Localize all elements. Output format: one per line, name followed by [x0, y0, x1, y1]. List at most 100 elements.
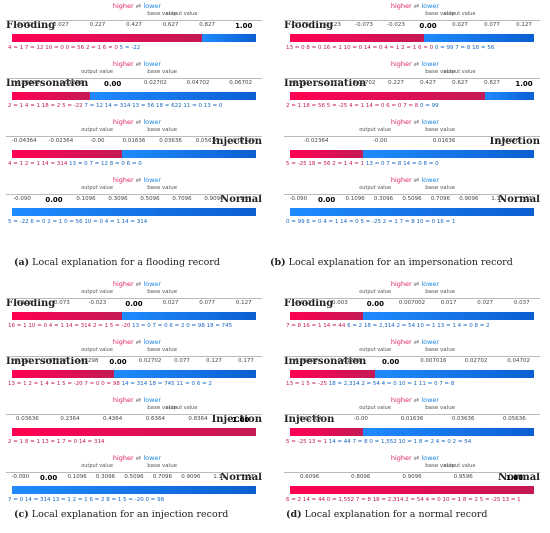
feature-label-positive: 4 = 1 — [349, 103, 366, 109]
panel-1: Flooding higher ⇄ lower base value output v… — [280, 0, 548, 255]
axis-tick-label: -0.373 — [291, 80, 309, 86]
swap-arrows-icon: ⇄ — [413, 176, 422, 184]
positive-contribution-bar — [12, 312, 122, 320]
feature-label-positive: 2 = 1 — [401, 45, 419, 51]
feature-label-negative: 8 = 2 — [418, 439, 436, 445]
feature-label-positive: 4 = 1 — [384, 45, 402, 51]
output-value-label: output value — [81, 127, 113, 133]
class-name: Impersonation — [6, 78, 89, 89]
feature-label-negative: 5 = -25 — [360, 219, 383, 225]
axis-tick-label: -0.173 — [15, 22, 34, 28]
axis-tick-label: 1.11 — [239, 196, 253, 202]
shap-force-plot: Normal higher ⇄ lower base value output val… — [2, 454, 266, 516]
axis-tick-label: 0.00 — [40, 474, 58, 482]
axis-tick-label: -0.003 — [329, 300, 348, 306]
base-value-label: base value — [147, 289, 178, 295]
caption-letter: (b) — [270, 257, 286, 268]
axis-tick-label: -0.023 — [88, 300, 107, 306]
feature-label-negative: 14 = 314 — [121, 219, 148, 225]
force-bar — [290, 150, 534, 158]
caption-letter: (c) — [14, 509, 29, 520]
output-value-label: output value — [359, 405, 391, 411]
feature-labels: 4 = 1 7 = 12 10 = 0 0 = 56 2 = 1 6 = 0 5… — [8, 45, 260, 51]
axis-tick-label: -0.073 — [51, 300, 70, 306]
feature-label-negative: 7 = 8 — [439, 381, 455, 387]
x-axis: -0.03298 -0.01298 0.00 0.02702 0.04702 0.0670… — [6, 78, 262, 88]
feature-label-negative: 7 = 8 — [352, 439, 370, 445]
axis-tick-label: 0.1096 — [76, 196, 96, 202]
shap-force-plot: Injection higher ⇄ lower base value output … — [2, 118, 266, 180]
feature-labels: 0 = 99 6 = 0 4 = 1 14 = 0 5 = -25 2 = 1 … — [286, 219, 538, 225]
feature-label-positive: 0 = 56 — [65, 45, 86, 51]
feature-label-positive: 6 = 0 — [418, 45, 435, 51]
base-value-label: base value — [425, 185, 456, 191]
class-name: Impersonation — [284, 356, 367, 367]
axis-tick-label: 0.01636 — [400, 416, 424, 422]
caption-letter: (a) — [14, 257, 30, 268]
axis-tick-label: 0.05636 — [195, 138, 219, 144]
feature-label-negative: 14 = 314 — [121, 381, 149, 387]
base-value-label: base value — [425, 405, 456, 411]
feature-label-positive: 2 = 1 — [92, 323, 110, 329]
lower-label: lower — [143, 118, 162, 126]
force-bar — [12, 208, 256, 216]
higher-lower-legend: higher ⇄ lower — [391, 454, 439, 462]
lower-label: lower — [143, 60, 162, 68]
output-value-label: output value — [165, 11, 198, 17]
feature-label-positive: 4 = 1 — [8, 161, 25, 167]
feature-label-negative: 7 = 8 — [386, 161, 404, 167]
axis-tick-label: -0.04364 — [11, 138, 37, 144]
feature-label-positive: 10 = 0 — [343, 45, 364, 51]
feature-label-negative: 5 = -20 — [123, 497, 146, 503]
feature-label-negative: 5 = -22 — [8, 219, 31, 225]
feature-label-negative: 4 = 0 — [435, 439, 453, 445]
feature-label-positive: 6 = 0 — [102, 45, 120, 51]
axis-tick-label: 0.427 — [126, 22, 142, 28]
swap-arrows-icon: ⇄ — [413, 280, 422, 288]
swap-arrows-icon: ⇄ — [413, 454, 422, 462]
feature-label-positive: 5 = -20 — [62, 381, 85, 387]
lower-label: lower — [143, 280, 162, 288]
caption-text: Local explanation for an injection recor… — [28, 509, 229, 520]
axis-tick-label: 0.077 — [174, 358, 190, 364]
higher-label: higher — [112, 176, 136, 184]
feature-label-positive: 7 = 8 — [355, 497, 373, 503]
force-bar — [12, 34, 256, 42]
higher-lower-legend: higher ⇄ lower — [113, 2, 161, 10]
feature-label-negative: 8 = 0 — [423, 161, 439, 167]
class-name: Flooding — [6, 298, 56, 309]
feature-label-negative: 6 = 0 — [306, 219, 324, 225]
swap-arrows-icon: ⇄ — [413, 2, 422, 10]
axis-tick-label: 0.6364 — [145, 416, 165, 422]
feature-label-negative: 14 = 44 — [328, 439, 353, 445]
force-bar — [290, 370, 534, 378]
x-axis: -0.02364 -0.00 0.01636 0.03636 0.05636 — [284, 414, 540, 424]
class-name: Normal — [498, 194, 540, 205]
output-value-label: output value — [81, 289, 113, 295]
feature-label-negative: 8 = 2 — [474, 323, 490, 329]
negative-contribution-bar — [375, 370, 534, 378]
axis-tick-label: -0.00 — [90, 138, 105, 144]
force-bar — [290, 428, 534, 436]
feature-label-positive: 14 = 314 — [78, 439, 105, 445]
lower-label: lower — [143, 176, 162, 184]
feature-label-positive: 5 = -25 — [306, 381, 329, 387]
axis-tick-label: 0.00 — [104, 80, 122, 88]
axis-tick-label: 0.04702 — [507, 358, 531, 364]
axis-tick-label: -0.00 — [353, 416, 368, 422]
feature-label-positive: 2 = 1 — [28, 381, 46, 387]
feature-label-positive: 4 = 1 — [8, 45, 25, 51]
feature-label-positive: 7 = 12 — [24, 45, 46, 51]
shap-force-plot: Injection higher ⇄ lower base value output … — [2, 396, 266, 458]
output-value-label: output value — [165, 405, 198, 411]
lower-label: lower — [421, 176, 440, 184]
base-value-label: base value — [147, 405, 178, 411]
caption-text: Local explanation for a normal record — [301, 509, 488, 520]
x-axis: -0.090 0.00 0.1096 0.3096 0.5096 0.7096 0.9096… — [6, 472, 262, 482]
subfigure-caption: (c) Local explanation for an injection r… — [14, 509, 228, 520]
force-bar — [12, 370, 256, 378]
axis-tick-label: 0.00 — [125, 300, 143, 308]
feature-label-negative: 7 = 8 — [455, 45, 473, 51]
axis-tick-label: 0.00 — [366, 300, 385, 308]
feature-label-negative: 0 = 98 — [145, 497, 165, 503]
